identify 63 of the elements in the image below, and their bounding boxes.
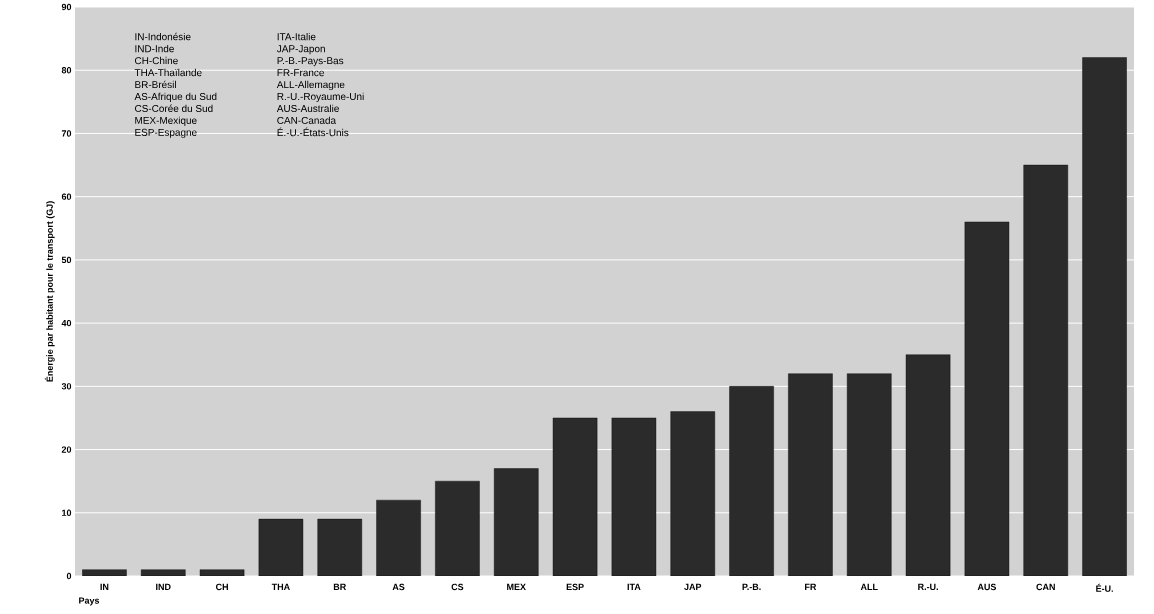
- y-tick-label: 10: [62, 509, 72, 516]
- x-tick-label: BR: [333, 583, 347, 590]
- x-tick-label: ESP: [566, 583, 584, 591]
- y-axis-title: Énergie par habitant pour le transport (GJ): [44, 201, 55, 382]
- x-tick-label: AS: [392, 583, 405, 591]
- x-tick-label: IND: [156, 583, 171, 590]
- y-tick-label: 30: [61, 383, 72, 390]
- bar: [788, 373, 833, 576]
- annotation: JAP-Japon: [276, 45, 325, 55]
- bar: [847, 373, 892, 576]
- x-tick-label: CH: [215, 583, 228, 591]
- annotation: É.-U.-États-Unis: [277, 127, 349, 137]
- annotation: CH-Chine: [135, 56, 178, 65]
- annotation: BR-Brésil: [135, 80, 176, 89]
- bar: [376, 500, 421, 576]
- x-tick-label: ITA: [627, 583, 641, 590]
- y-tick-label: 70: [61, 130, 72, 137]
- annotation: R.-U.-Royaume-Uni: [277, 92, 364, 103]
- annotation: AUS-Australie: [276, 104, 339, 112]
- bar: [611, 417, 656, 576]
- bar: [435, 481, 480, 576]
- y-tick-label: 0: [66, 572, 72, 580]
- bar: [670, 411, 715, 576]
- x-tick-label: É-U.: [1096, 583, 1113, 592]
- x-axis-title: Pays: [79, 597, 100, 606]
- annotation: IN-Indonésie: [135, 32, 191, 41]
- bar: [494, 468, 539, 576]
- annotation: ESP-Espagne: [135, 128, 197, 138]
- x-tick-label: R.-U.: [918, 583, 938, 591]
- annotation: THA-Thaïlande: [134, 68, 202, 77]
- y-tick-label: 50: [61, 256, 72, 264]
- y-tick-label: 40: [61, 319, 72, 327]
- x-tick-label: IN: [100, 583, 109, 590]
- bar: [729, 386, 774, 576]
- x-tick-label: P.-B.: [742, 583, 761, 590]
- x-tick-label: ALL: [860, 583, 878, 590]
- annotation: MEX-Mexique: [135, 116, 197, 126]
- x-tick-label: CAN: [1036, 583, 1055, 591]
- bar: [1082, 57, 1127, 576]
- y-tick-label: 60: [61, 193, 72, 200]
- bar: [906, 354, 951, 576]
- annotation: FR-France: [277, 69, 324, 77]
- bar: [317, 519, 362, 576]
- bar: [1023, 165, 1068, 576]
- annotation: CAN-Canada: [277, 116, 337, 124]
- x-tick-label: FR: [805, 583, 817, 590]
- annotation: AS-Afrique du Sud: [134, 92, 217, 103]
- bar: [553, 417, 598, 576]
- y-tick-label: 80: [61, 67, 72, 74]
- bar: [964, 221, 1009, 576]
- x-tick-label: JAP: [684, 583, 702, 591]
- y-tick-label: 90: [61, 3, 72, 11]
- annotation: IND-Inde: [135, 44, 174, 53]
- annotation: CS-Corée du Sud: [135, 104, 213, 112]
- annotation: P.-B.-Pays-Bas: [277, 57, 344, 67]
- x-tick-label: MEX: [507, 583, 526, 590]
- x-tick-label: CS: [451, 583, 464, 591]
- x-tick-label: THA: [271, 583, 290, 590]
- annotation: ITA-Italie: [277, 32, 316, 41]
- x-tick-label: AUS: [977, 583, 997, 591]
- annotation: ALL-Allemagne: [276, 80, 345, 91]
- bar: [258, 519, 303, 576]
- y-tick-label: 20: [61, 446, 72, 453]
